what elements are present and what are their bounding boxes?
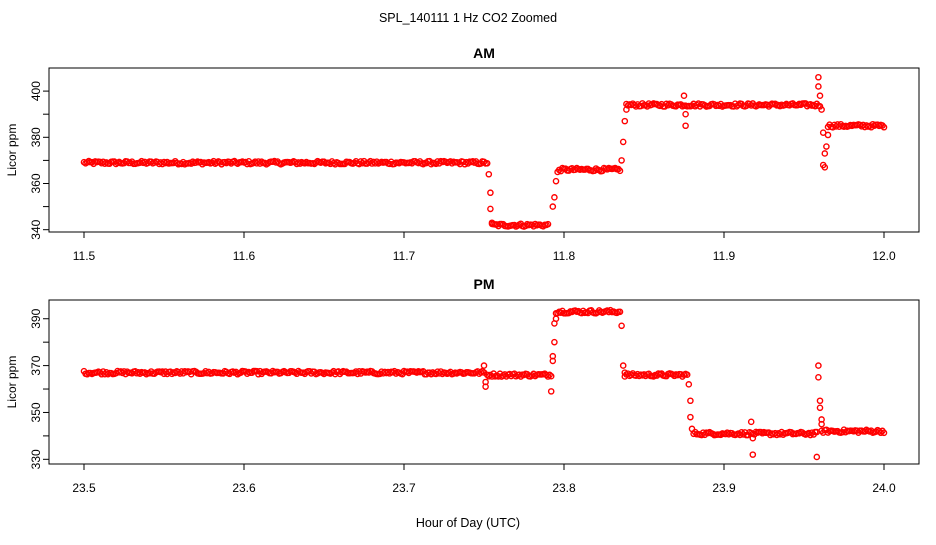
data-point: [621, 117, 629, 125]
data-point: [687, 413, 694, 421]
data-point: [749, 451, 757, 458]
data-points: [80, 306, 888, 461]
data-point: [619, 138, 627, 146]
data-point: [818, 106, 825, 113]
panel-title: AM: [473, 45, 495, 61]
data-point: [549, 203, 557, 210]
data-point: [815, 83, 822, 90]
x-tick-label: 11.7: [393, 249, 416, 263]
data-points: [80, 73, 888, 230]
data-point: [815, 362, 822, 369]
data-point: [480, 362, 488, 369]
data-point: [747, 418, 755, 426]
x-tick-label: 11.8: [553, 249, 576, 263]
data-point: [880, 123, 888, 131]
x-tick-label: 23.6: [232, 481, 256, 495]
data-point: [680, 92, 688, 100]
data-point: [168, 370, 176, 378]
x-tick-label: 11.5: [73, 249, 96, 263]
data-point: [487, 189, 494, 197]
data-point: [551, 194, 558, 201]
chart-panels: AM Licor ppm 11.5 11.6 11.7 11.8 11.9 12.0 340 36…: [5, 45, 920, 495]
data-point: [821, 164, 829, 171]
data-point: [682, 110, 689, 118]
y-tick-label: 330: [29, 449, 43, 469]
plot-frame: [48, 67, 920, 233]
y-tick-label: 360: [29, 173, 43, 193]
data-point: [818, 420, 825, 428]
y-axis-label: Licor ppm: [5, 124, 19, 177]
data-point: [619, 362, 627, 369]
data-point: [616, 167, 624, 175]
panel-title: PM: [474, 276, 495, 292]
x-axis-label: Hour of Day (UTC): [416, 516, 520, 530]
y-tick-label: 380: [29, 127, 43, 147]
data-point: [487, 205, 494, 213]
y-axis-label: Licor ppm: [5, 356, 19, 409]
data-point: [821, 150, 829, 157]
data-point: [683, 371, 691, 379]
data-point: [880, 429, 888, 437]
y-tick-label: 370: [29, 355, 43, 375]
data-point: [621, 369, 629, 376]
data-point: [618, 157, 625, 164]
data-point: [623, 106, 630, 113]
x-tick-label: 11.6: [233, 249, 256, 263]
data-point: [544, 220, 552, 228]
y-tick-label: 350: [29, 402, 43, 422]
data-point: [688, 425, 696, 433]
x-tick-label: 23.7: [392, 481, 416, 495]
data-point: [544, 373, 552, 380]
x-tick-label: 23.8: [552, 481, 576, 495]
plot-frame: [48, 299, 920, 465]
data-point: [824, 131, 832, 139]
data-point: [773, 431, 781, 439]
data-point: [618, 322, 625, 330]
panel-pm: PM Licor ppm 23.5 23.6 23.7 23.8 23.9 24.0 330 35…: [5, 276, 920, 495]
data-point: [815, 374, 822, 381]
data-point: [549, 352, 557, 360]
data-point: [687, 397, 694, 405]
panel-am: AM Licor ppm 11.5 11.6 11.7 11.8 11.9 12.0 340 36…: [5, 45, 920, 263]
main-title: SPL_140111 1 Hz CO2 Zoomed: [379, 11, 557, 25]
data-point: [482, 383, 489, 390]
y-tick-label: 400: [29, 81, 43, 101]
x-tick-label: 24.0: [872, 481, 896, 495]
data-point: [552, 315, 560, 323]
data-point: [551, 338, 558, 346]
data-point: [554, 168, 561, 176]
data-point: [616, 308, 624, 316]
y-tick-label: 340: [29, 219, 43, 239]
data-point: [552, 177, 560, 185]
data-point: [816, 92, 824, 100]
data-point: [483, 159, 491, 167]
data-point: [813, 453, 821, 461]
x-tick-label: 11.9: [713, 249, 736, 263]
x-tick-label: 12.0: [872, 249, 896, 263]
data-point: [117, 368, 125, 375]
data-point: [816, 103, 824, 110]
data-point: [547, 388, 555, 395]
y-tick-label: 390: [29, 308, 43, 328]
data-point: [816, 404, 824, 412]
data-point: [816, 397, 824, 405]
data-point: [480, 158, 488, 166]
data-point: [815, 73, 822, 81]
data-point: [682, 122, 689, 130]
data-point: [685, 381, 693, 388]
data-point: [488, 219, 496, 227]
data-point: [749, 434, 757, 442]
data-point: [547, 372, 555, 380]
x-tick-label: 23.5: [72, 481, 96, 495]
data-point: [485, 170, 493, 178]
x-tick-label: 23.9: [712, 481, 736, 495]
data-point: [823, 143, 830, 150]
